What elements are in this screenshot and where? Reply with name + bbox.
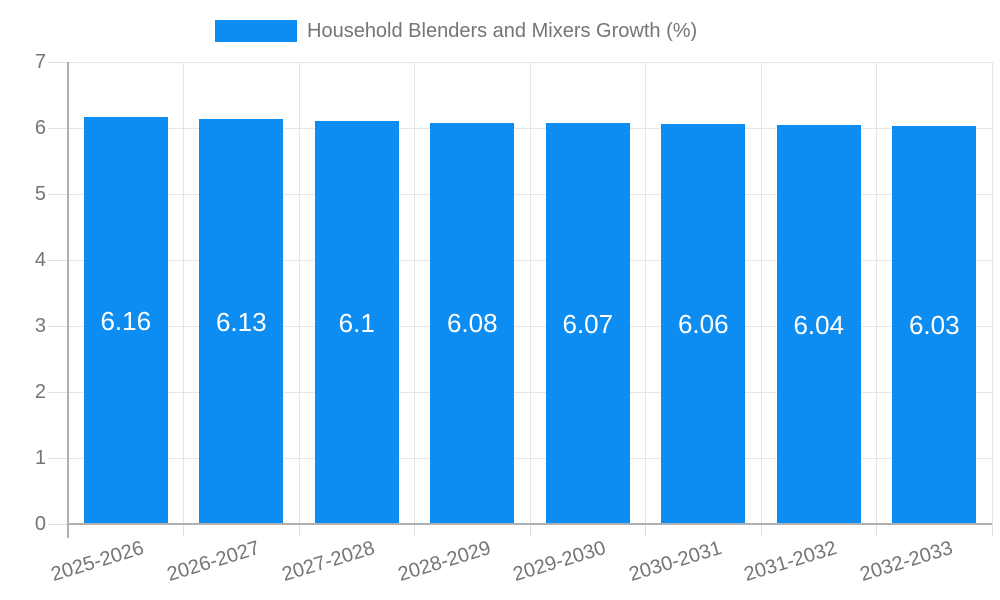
- bar-value-label: 6.13: [215, 306, 267, 337]
- bar[interactable]: 6.06: [661, 124, 746, 524]
- gridline-vertical: [645, 62, 646, 524]
- y-axis-tick: [48, 457, 68, 459]
- bar[interactable]: 6.13: [199, 119, 284, 524]
- gridline-vertical: [760, 62, 762, 524]
- gridline-vertical: [183, 62, 184, 524]
- x-axis-tick: [414, 524, 415, 536]
- x-axis-tick: [645, 524, 646, 536]
- x-axis-tick: [760, 524, 762, 536]
- y-axis-tick: [48, 259, 68, 261]
- bar[interactable]: 6.16: [83, 117, 168, 524]
- y-axis-label: 7: [34, 51, 46, 73]
- y-axis-tick: [48, 523, 68, 525]
- x-axis-tick: [529, 524, 531, 536]
- bar[interactable]: 6.07: [545, 123, 630, 524]
- x-axis-label: 2030-2031: [626, 536, 724, 586]
- y-axis-label: 4: [34, 249, 46, 271]
- bar[interactable]: 6.04: [776, 125, 861, 524]
- gridline-vertical: [529, 62, 531, 524]
- legend-swatch: [215, 20, 297, 42]
- bar[interactable]: 6.08: [430, 122, 515, 524]
- x-axis-label: 2026-2027: [164, 536, 262, 586]
- y-axis-line: [67, 62, 69, 538]
- gridline-vertical: [991, 62, 993, 524]
- bar-value-label: 6.03: [908, 310, 960, 340]
- x-axis-label: 2031-2032: [741, 536, 840, 586]
- bar-value-label: 6.1: [338, 307, 375, 338]
- legend: Household Blenders and Mixers Growth (%): [215, 20, 697, 42]
- y-axis-tick: [48, 61, 68, 63]
- y-axis-tick: [48, 127, 68, 129]
- x-axis-tick: [298, 524, 300, 536]
- x-axis-tick: [991, 524, 993, 536]
- legend-label: Household Blenders and Mixers Growth (%): [307, 20, 698, 42]
- y-axis-label: 3: [34, 315, 46, 337]
- y-axis-label: 6: [34, 117, 46, 139]
- gridline-vertical: [298, 62, 300, 524]
- bar-value-label: 6.04: [793, 309, 845, 340]
- y-axis-label: 0: [34, 513, 46, 535]
- y-axis-label: 1: [34, 447, 46, 469]
- y-axis-tick: [48, 193, 68, 195]
- y-axis-tick: [48, 391, 68, 393]
- x-axis-tick: [876, 524, 877, 536]
- x-axis-label: 2028-2029: [395, 536, 493, 586]
- gridline-vertical: [876, 62, 877, 524]
- bar-value-label: 6.07: [562, 308, 614, 339]
- bar-value-label: 6.08: [446, 308, 498, 339]
- bar[interactable]: 6.03: [892, 126, 977, 524]
- y-axis-label: 2: [34, 381, 46, 403]
- bar[interactable]: 6.1: [314, 121, 399, 524]
- bar-value-label: 6.16: [100, 305, 152, 336]
- x-axis-line: [68, 523, 992, 525]
- x-axis-label: 2025-2026: [48, 536, 147, 586]
- x-axis-label: 2027-2028: [279, 536, 378, 586]
- y-axis-label: 5: [34, 183, 46, 205]
- x-axis-label: 2032-2033: [857, 536, 955, 586]
- x-axis-tick: [183, 524, 184, 536]
- bar-value-label: 6.06: [677, 309, 729, 339]
- x-axis-label: 2029-2030: [510, 536, 609, 586]
- gridline-vertical: [414, 62, 415, 524]
- y-axis-tick: [48, 325, 68, 327]
